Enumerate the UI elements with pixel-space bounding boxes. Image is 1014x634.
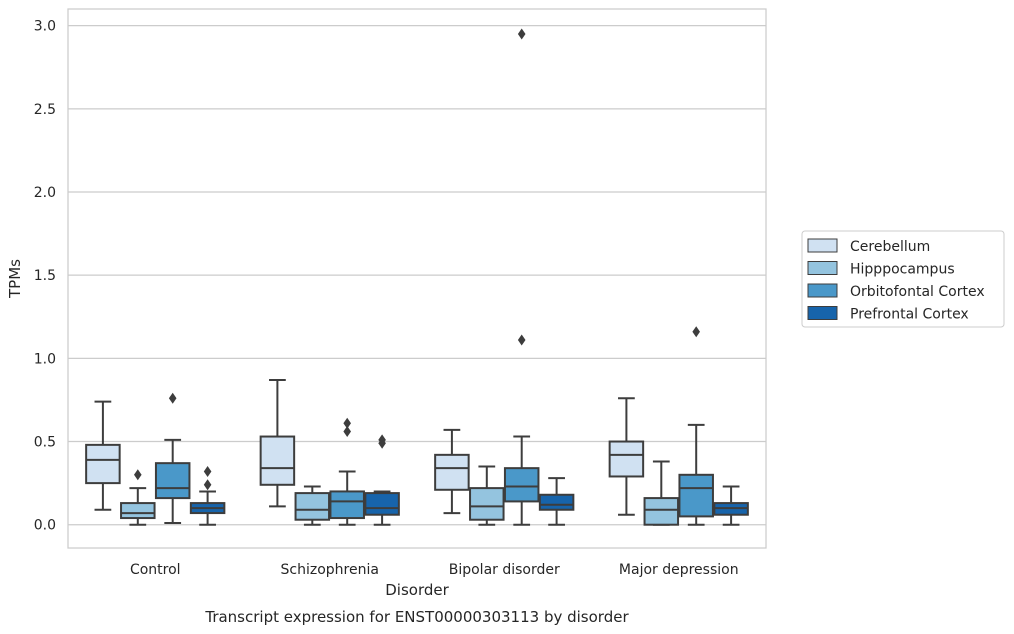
box-cerebellum-schizophrenia <box>259 378 296 508</box>
legend-swatch <box>807 261 838 275</box>
iqr-box <box>120 502 156 520</box>
y-tick-label: 2.0 <box>34 185 56 201</box>
box-hipppocampus-major-depression <box>643 460 680 526</box>
iqr-box <box>643 497 680 526</box>
legend-entry-label: Prefrontal Cortex <box>850 307 969 323</box>
box-orbitofontal-cortex-control <box>154 392 191 525</box>
box-cerebellum-major-depression <box>608 397 645 516</box>
iqr-box <box>294 492 331 521</box>
y-axis-ticks: 0.0 0.5 1.0 1.5 2.0 2.5 3.0 <box>34 19 56 534</box>
plot-area-frame <box>67 8 767 549</box>
box-prefrontal-cortex-control <box>189 465 226 526</box>
x-tick-label: Bipolar disorder <box>449 562 560 578</box>
legend-entry-label: Cerebellum <box>850 239 930 255</box>
outlier-marker <box>168 392 177 404</box>
box-hipppocampus-control <box>120 469 156 526</box>
box-prefrontal-cortex-major-depression <box>713 485 749 526</box>
box-hipppocampus-bipolar-disorder <box>469 465 505 526</box>
box-prefrontal-cortex-bipolar-disorder <box>538 477 575 526</box>
iqr-box <box>154 462 191 500</box>
outlier-marker <box>378 434 386 446</box>
iqr-box <box>434 453 470 491</box>
y-tick-label: 1.5 <box>34 268 56 284</box>
x-axis-ticks: Control Schizophrenia Bipolar disorder Majo… <box>130 562 739 578</box>
box-hipppocampus-schizophrenia <box>294 485 331 526</box>
x-tick-label: Control <box>130 562 181 578</box>
x-tick-label: Major depression <box>619 562 739 578</box>
y-tick-label: 2.5 <box>34 102 56 118</box>
boxes <box>85 28 749 526</box>
iqr-box <box>538 493 575 511</box>
outlier-marker <box>517 28 526 40</box>
box-orbitofontal-cortex-major-depression <box>678 326 714 526</box>
iqr-box <box>469 487 505 521</box>
box-orbitofontal-cortex-schizophrenia <box>329 417 365 526</box>
outlier-marker <box>343 426 351 438</box>
chart-title: Transcript expression for ENST0000030311… <box>204 608 629 626</box>
outlier-marker <box>134 469 142 481</box>
legend-swatch <box>807 306 838 320</box>
legend-swatch <box>807 238 838 253</box>
box-orbitofontal-cortex-bipolar-disorder <box>503 28 540 526</box>
iqr-box <box>608 440 645 478</box>
legend-frame <box>801 230 1005 328</box>
iqr-box <box>329 490 365 520</box>
iqr-box <box>364 492 400 516</box>
outlier-marker <box>517 334 526 346</box>
y-tick-label: 0.5 <box>34 435 56 451</box>
outlier-marker <box>203 479 212 491</box>
outlier-marker <box>692 326 700 338</box>
y-tick-label: 3.0 <box>34 19 56 35</box>
gridlines <box>68 25 766 526</box>
legend-swatch <box>807 283 838 298</box>
legend-entry-label: Orbitofontal Cortex <box>850 284 985 300</box>
y-axis-label: TPMs <box>6 259 24 299</box>
box-cerebellum-control <box>85 400 121 511</box>
x-tick-label: Schizophrenia <box>281 562 379 578</box>
legend: Cerebellum Hipppocampus Orbitofontal Corte… <box>801 230 1005 328</box>
iqr-box <box>259 435 296 486</box>
iqr-box <box>503 467 540 503</box>
iqr-box <box>678 473 714 518</box>
x-axis-label: Disorder <box>385 581 449 599</box>
iqr-box <box>85 443 121 485</box>
y-tick-label: 1.0 <box>34 351 56 367</box>
legend-entry-label: Hipppocampus <box>850 262 955 278</box>
outlier-marker <box>343 417 351 429</box>
box-cerebellum-bipolar-disorder <box>434 428 470 515</box>
outlier-marker <box>203 465 212 477</box>
box-prefrontal-cortex-schizophrenia <box>364 434 400 526</box>
y-tick-label: 0.0 <box>34 518 56 534</box>
